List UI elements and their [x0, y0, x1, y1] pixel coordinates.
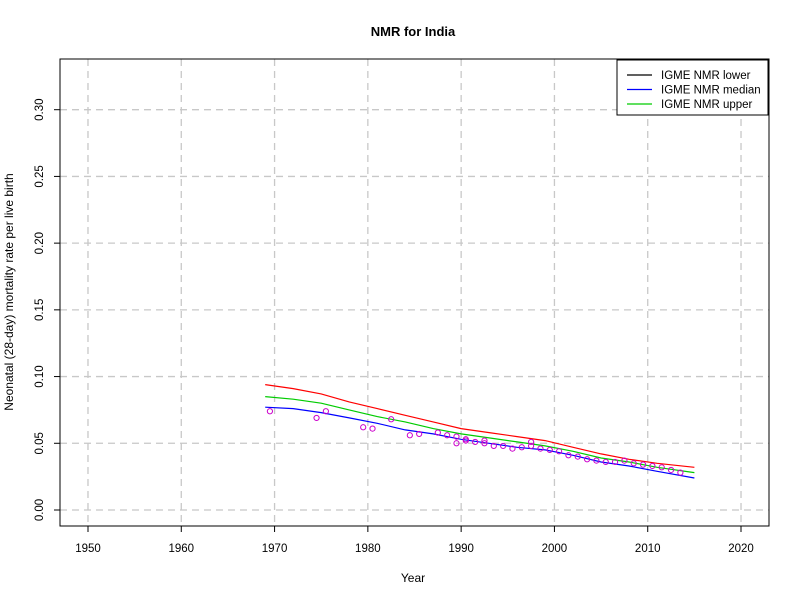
- observation-point: [621, 457, 628, 464]
- observation-point: [528, 442, 535, 450]
- x-tick-label: 2000: [542, 543, 568, 555]
- x-tick-label: 1980: [355, 543, 381, 555]
- observation-point: [649, 462, 656, 470]
- y-axis: 0.00 0.05 0.10 0.15 0.20 0.25 0.30: [34, 99, 60, 521]
- observation-point: [537, 445, 544, 452]
- observation-point: [313, 414, 320, 422]
- legend: IGME NMR lower IGME NMR median IGME NMR up…: [616, 59, 769, 116]
- observation-points: [266, 408, 684, 476]
- x-axis: 1950 1960 1970 1980 1990 2000 2010 2020: [75, 526, 754, 555]
- y-axis-title: Neonatal (28-day) mortality rate per liv…: [2, 173, 16, 410]
- grid: [60, 59, 769, 526]
- observation-point: [490, 442, 497, 450]
- observation-point: [639, 461, 647, 468]
- observation-point: [602, 458, 609, 466]
- x-tick-label: 1950: [75, 543, 101, 555]
- legend-box: [616, 59, 769, 116]
- observation-point: [481, 437, 488, 444]
- x-axis-title: Year: [401, 571, 425, 585]
- observation-point: [667, 466, 675, 474]
- observation-point: [583, 456, 591, 463]
- observation-point: [630, 460, 637, 467]
- y-tick-label: 0.25: [34, 165, 46, 187]
- observation-point: [472, 438, 479, 446]
- series-line-1: [265, 396, 695, 474]
- observation-point: [388, 416, 395, 423]
- observation-point: [528, 438, 535, 446]
- observation-point: [406, 432, 413, 439]
- y-tick-label: 0.20: [34, 232, 46, 254]
- observation-point: [462, 436, 469, 443]
- y-tick-label: 0.30: [34, 99, 46, 121]
- observation-point: [546, 446, 553, 454]
- observation-point: [555, 448, 563, 455]
- observation-point: [453, 440, 460, 447]
- observation-point: [658, 464, 665, 471]
- observation-point: [434, 429, 441, 436]
- plot-frame: [59, 58, 770, 527]
- y-tick-label: 0.15: [34, 299, 46, 321]
- observation-point: [360, 424, 367, 431]
- legend-label: IGME NMR upper: [661, 99, 753, 111]
- observation-point: [500, 442, 507, 450]
- observation-point: [266, 408, 274, 415]
- chart-title: NMR for India: [371, 24, 456, 39]
- observation-point: [574, 453, 581, 460]
- observation-point: [453, 433, 460, 440]
- observation-point: [565, 452, 572, 459]
- legend-label: IGME NMR median: [661, 85, 761, 97]
- x-tick-label: 1990: [448, 543, 474, 555]
- observation-point: [509, 445, 516, 452]
- observation-point: [416, 430, 423, 438]
- observation-point: [593, 457, 600, 464]
- observation-point: [481, 440, 488, 447]
- x-tick-label: 2020: [728, 543, 754, 555]
- series-line-0: [265, 406, 695, 479]
- series-lines: [265, 384, 695, 479]
- x-tick-label: 2010: [635, 543, 661, 555]
- observation-point: [322, 408, 329, 415]
- observation-point: [518, 444, 525, 451]
- y-tick-label: 0.10: [34, 365, 46, 387]
- observation-point: [611, 458, 619, 466]
- observation-point: [369, 425, 376, 432]
- series-line-2: [265, 384, 695, 468]
- y-tick-label: 0.00: [34, 499, 46, 521]
- y-tick-label: 0.05: [34, 432, 46, 454]
- legend-label: IGME NMR lower: [661, 70, 751, 82]
- observation-point: [444, 432, 451, 439]
- x-tick-label: 1960: [168, 543, 194, 555]
- observation-point: [677, 469, 684, 476]
- x-tick-label: 1970: [262, 543, 288, 555]
